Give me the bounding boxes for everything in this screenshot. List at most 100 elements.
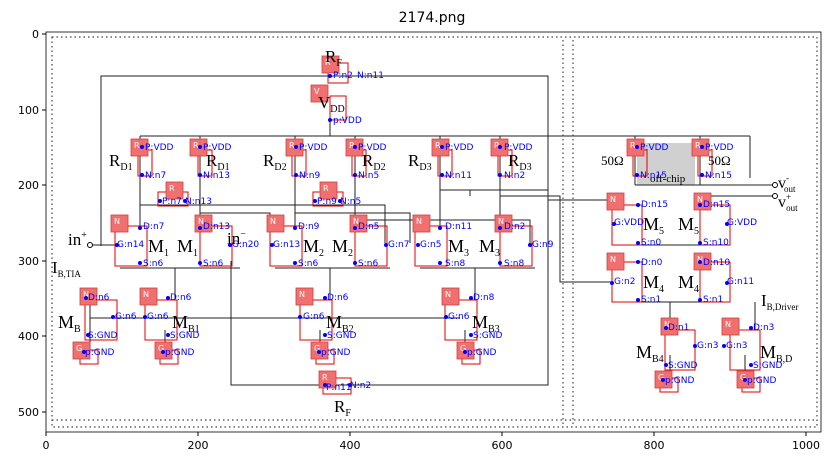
label-m2: M2 xyxy=(303,236,324,259)
label-m3: M3 xyxy=(448,236,469,259)
badge-letter: N xyxy=(697,195,703,204)
net-label: D:n8 xyxy=(473,293,495,303)
net-label: S:n6 xyxy=(358,259,378,269)
net-label: P:VDD xyxy=(358,143,387,153)
badge-letter: R xyxy=(695,141,701,150)
net-label: N:n9 xyxy=(299,171,320,181)
badge-letter: N xyxy=(416,217,422,226)
badge-letter: N xyxy=(299,290,305,299)
y-tick-label: 200 xyxy=(18,179,39,192)
net-label: D:n1 xyxy=(668,323,689,333)
y-tick-label: 400 xyxy=(18,330,39,343)
net-label: N:n5 xyxy=(358,171,379,181)
x-tick-label: 0 xyxy=(43,439,50,452)
net-label: D:n10 xyxy=(703,258,730,268)
net-label: p:GND xyxy=(165,348,194,358)
net-label: P:VDD xyxy=(504,143,533,153)
badge-letter: N xyxy=(664,320,670,329)
badge-mb: N xyxy=(79,287,98,306)
badge-rd1-l: R xyxy=(130,138,149,157)
net-label: P:VDD xyxy=(203,143,232,153)
pin-dots xyxy=(82,74,753,387)
label-mb1: MB1 xyxy=(172,312,200,335)
x-tick-label: 200 xyxy=(188,439,209,452)
label-rd2-b: RD2 xyxy=(362,151,386,173)
badge-m4-l: N xyxy=(606,252,625,271)
component-boxes xyxy=(79,62,761,395)
net-label: G:n3 xyxy=(697,341,718,351)
net-label: N:n13 xyxy=(203,171,230,181)
label-rd1-b: RD1 xyxy=(206,151,230,173)
badge-m5-l: N xyxy=(606,192,625,211)
badge-letter: N xyxy=(498,217,504,226)
net-label: G:n6 xyxy=(448,312,470,322)
label-m5-b: M5 xyxy=(678,214,699,237)
net-label: G:n3 xyxy=(726,341,747,351)
badge-letter: N xyxy=(610,255,616,264)
terminal-vout-neg xyxy=(772,182,778,188)
net-label: G:n13 xyxy=(273,240,300,250)
net-label: G:n9 xyxy=(532,240,554,250)
badge-rf-bot: R xyxy=(318,370,337,389)
badge-letter: N xyxy=(270,217,276,226)
badge-letter: G xyxy=(740,373,746,382)
badge-mb1: N xyxy=(139,287,158,306)
label-m3-b: M3 xyxy=(479,236,500,259)
net-label: D:n15 xyxy=(703,200,730,210)
net-label: G:n20 xyxy=(232,240,259,250)
net-label: P:VDD xyxy=(640,143,669,153)
net-label: S:GND xyxy=(327,331,356,341)
net-label: p:GND xyxy=(665,376,694,386)
net-labels: P:n2 N:n11 p:VDD P:VDD P:VDD P:VDD P:VDD… xyxy=(85,71,782,393)
net-label: S:n6 xyxy=(298,259,318,269)
circuit-wires xyxy=(89,75,775,386)
net-label: S:n8 xyxy=(445,259,465,269)
net-label: D:n11 xyxy=(445,222,472,232)
label-m4-b: M4 xyxy=(678,272,699,295)
net-label: S:GND xyxy=(170,331,199,341)
badge-mb3: N xyxy=(441,287,460,306)
badge-letter: G xyxy=(158,344,164,353)
net-label: D:n6 xyxy=(327,293,349,303)
badge-letter: N xyxy=(198,217,204,226)
badge-letter: R xyxy=(630,141,636,150)
label-vdd: VDD xyxy=(318,93,345,115)
label-rd3-b: RD3 xyxy=(508,151,532,173)
label-mb3: MB3 xyxy=(472,312,500,335)
net-label: N:n2 xyxy=(504,171,525,181)
badge-gnd-mb: G xyxy=(72,341,91,360)
label-rf-top: RF xyxy=(325,47,342,69)
net-label: N:n5 xyxy=(340,197,361,207)
badge-letter: G xyxy=(658,373,664,382)
label-mb2: MB2 xyxy=(326,312,354,335)
badge-letter: R xyxy=(289,141,295,150)
label-in-pos: in+ xyxy=(68,230,87,249)
terminal-vout-pos xyxy=(772,193,778,199)
x-axis: 0 200 400 600 800 1000 xyxy=(43,432,820,452)
net-label: S:n0 xyxy=(641,238,661,248)
badge-letter: R xyxy=(322,373,328,382)
plot-frame xyxy=(45,31,822,433)
net-label: N:n11 xyxy=(445,171,472,181)
badge-letter: R xyxy=(349,141,355,150)
badge-rf2-small: R xyxy=(319,181,338,200)
net-label: D:n6 xyxy=(170,293,192,303)
net-label: S:n1 xyxy=(641,295,661,305)
badge-letter: N xyxy=(697,255,703,264)
net-label: S:n10 xyxy=(703,238,729,248)
net-label: p:GND xyxy=(321,348,350,358)
label-ib-tia: IB,TIA xyxy=(52,258,81,279)
net-label: G:n11 xyxy=(727,277,754,287)
net-label: N:n13 xyxy=(185,197,212,207)
y-tick-label: 100 xyxy=(18,104,39,117)
badge-vdd-src: V xyxy=(310,84,329,103)
net-label: p:GND xyxy=(467,348,496,358)
badge-letter: N xyxy=(83,290,89,299)
net-label: S:GND xyxy=(473,331,502,341)
net-label: S:n8 xyxy=(504,259,524,269)
badge-letter: R xyxy=(323,184,329,193)
label-50ohm-right: 50Ω xyxy=(708,153,731,168)
badge-rf1-small: R xyxy=(165,181,184,200)
label-m2-b: M2 xyxy=(332,236,353,259)
label-m1-b: M1 xyxy=(177,236,198,259)
